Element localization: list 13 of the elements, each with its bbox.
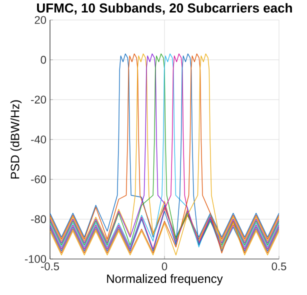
y-tick-label: -80 — [31, 215, 46, 224]
y-tick-label: 0 — [40, 56, 46, 64]
x-tick-label: 0.5 — [272, 262, 286, 270]
x-tick-label: -0.5 — [41, 262, 60, 270]
x-axis-title: Normalized frequency — [107, 274, 223, 286]
chart-title: UFMC, 10 Subbands, 20 Subcarriers each — [37, 3, 292, 15]
y-tick-label: -60 — [31, 175, 46, 184]
y-tick-label: -40 — [31, 136, 46, 144]
y-tick-label: 20 — [34, 16, 46, 24]
y-tick-label: -20 — [31, 96, 46, 104]
y-axis-title: PSD (dBW/Hz) — [10, 100, 22, 179]
x-tick-label: 0 — [162, 262, 168, 270]
y-tick-label: -100 — [24, 255, 46, 263]
